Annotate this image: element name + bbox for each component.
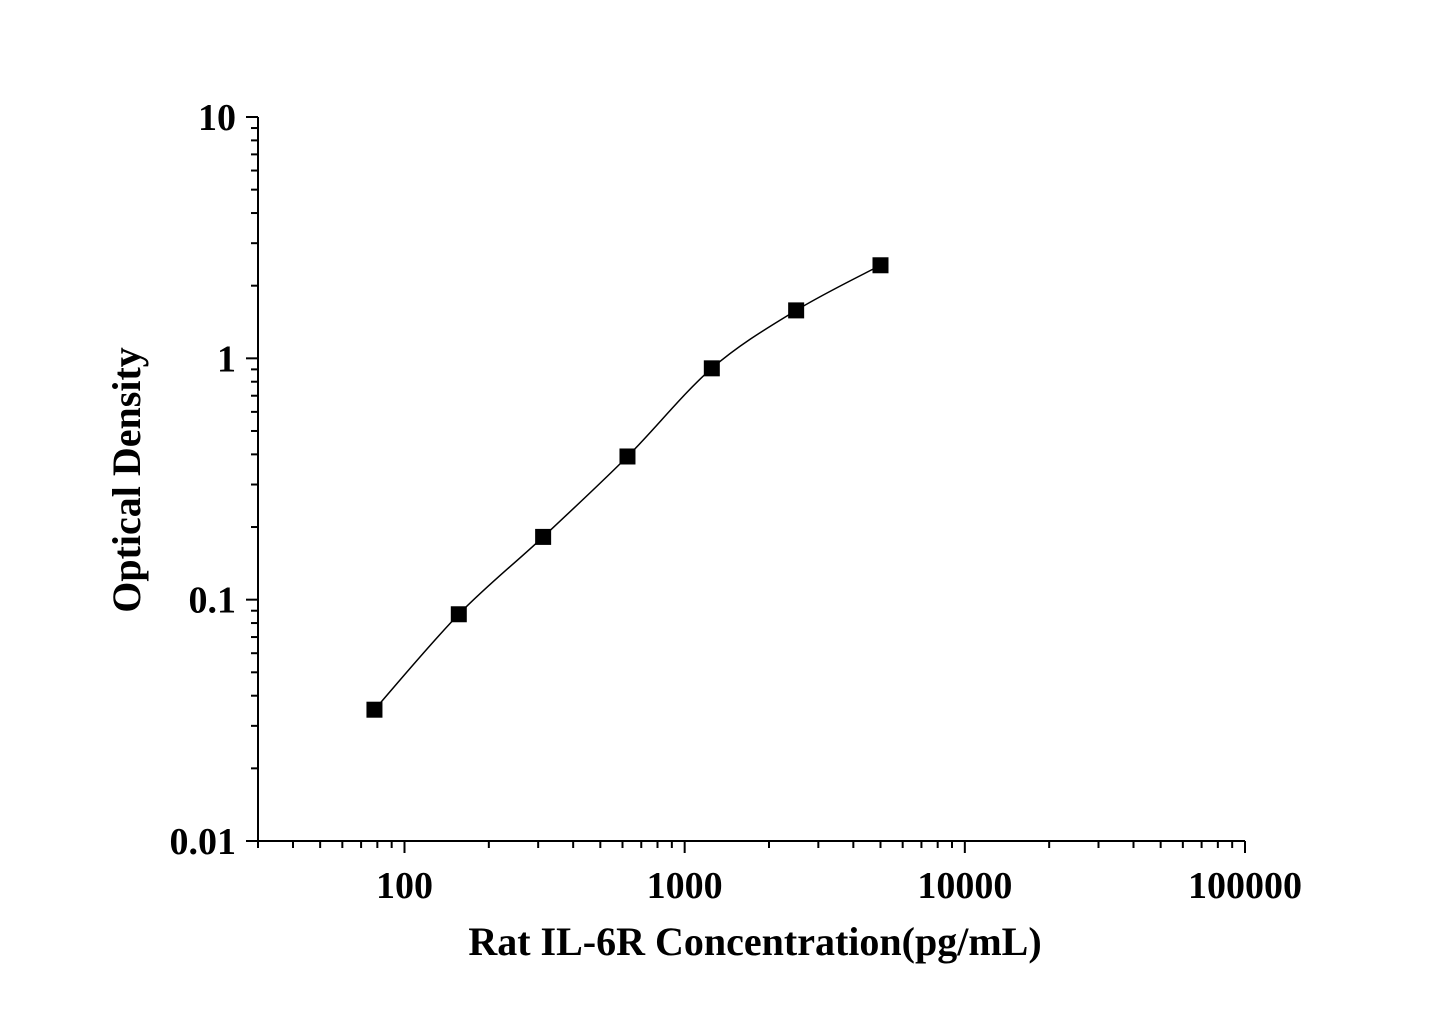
data-point	[872, 257, 889, 274]
x-tick-label: 100	[376, 865, 433, 907]
y-tick-label: 1	[217, 338, 236, 380]
data-point	[366, 701, 383, 718]
data-point	[619, 448, 636, 465]
y-tick-label: 10	[198, 97, 236, 139]
data-point	[450, 606, 467, 623]
tick-labels: 100 1000 10000 100000 0.01 0.1 1 10	[170, 97, 1303, 907]
ticks	[246, 116, 1246, 853]
data-points	[366, 257, 889, 718]
data-point	[703, 360, 720, 377]
y-tick-label: 0.1	[189, 580, 237, 622]
data-point	[788, 302, 805, 319]
y-axis-label: Optical Density	[104, 347, 149, 613]
fit-curve	[373, 264, 881, 711]
x-axis-label: Rat IL-6R Concentration(pg/mL)	[468, 919, 1041, 964]
x-tick-label: 1000	[647, 865, 723, 907]
x-tick-label: 10000	[917, 865, 1012, 907]
data-point	[535, 528, 552, 545]
y-tick-label: 0.01	[170, 821, 237, 863]
x-tick-label: 100000	[1188, 865, 1302, 907]
axes	[257, 117, 1245, 842]
